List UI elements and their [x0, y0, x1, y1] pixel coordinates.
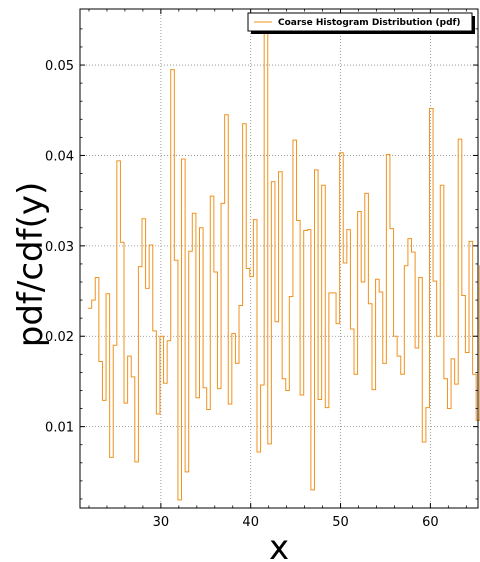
x-axis-label: x	[269, 528, 289, 562]
legend-label: Coarse Histogram Distribution (pdf)	[278, 18, 461, 28]
plot-frame	[79, 8, 479, 509]
x-tick-label: 30	[153, 515, 170, 530]
y-tick-label: 0.03	[45, 240, 74, 255]
tick-labels: 30 40 50 60 0.01 0.02 0.03 0.04 0.05	[45, 59, 439, 530]
x-tick-label: 60	[422, 515, 439, 530]
series-layer	[88, 18, 480, 501]
x-tick-label: 40	[242, 515, 259, 530]
x-tick-label: 50	[332, 515, 349, 530]
legend: Coarse Histogram Distribution (pdf)	[247, 12, 475, 34]
y-tick-label: 0.01	[45, 421, 74, 436]
series-line	[88, 18, 480, 501]
y-tick-label: 0.02	[45, 330, 74, 345]
legend-box	[247, 12, 473, 32]
y-tick-label: 0.05	[45, 59, 74, 74]
y-axis-label: pdf/cdf(y)	[11, 182, 51, 347]
y-tick-label: 0.04	[45, 149, 74, 164]
